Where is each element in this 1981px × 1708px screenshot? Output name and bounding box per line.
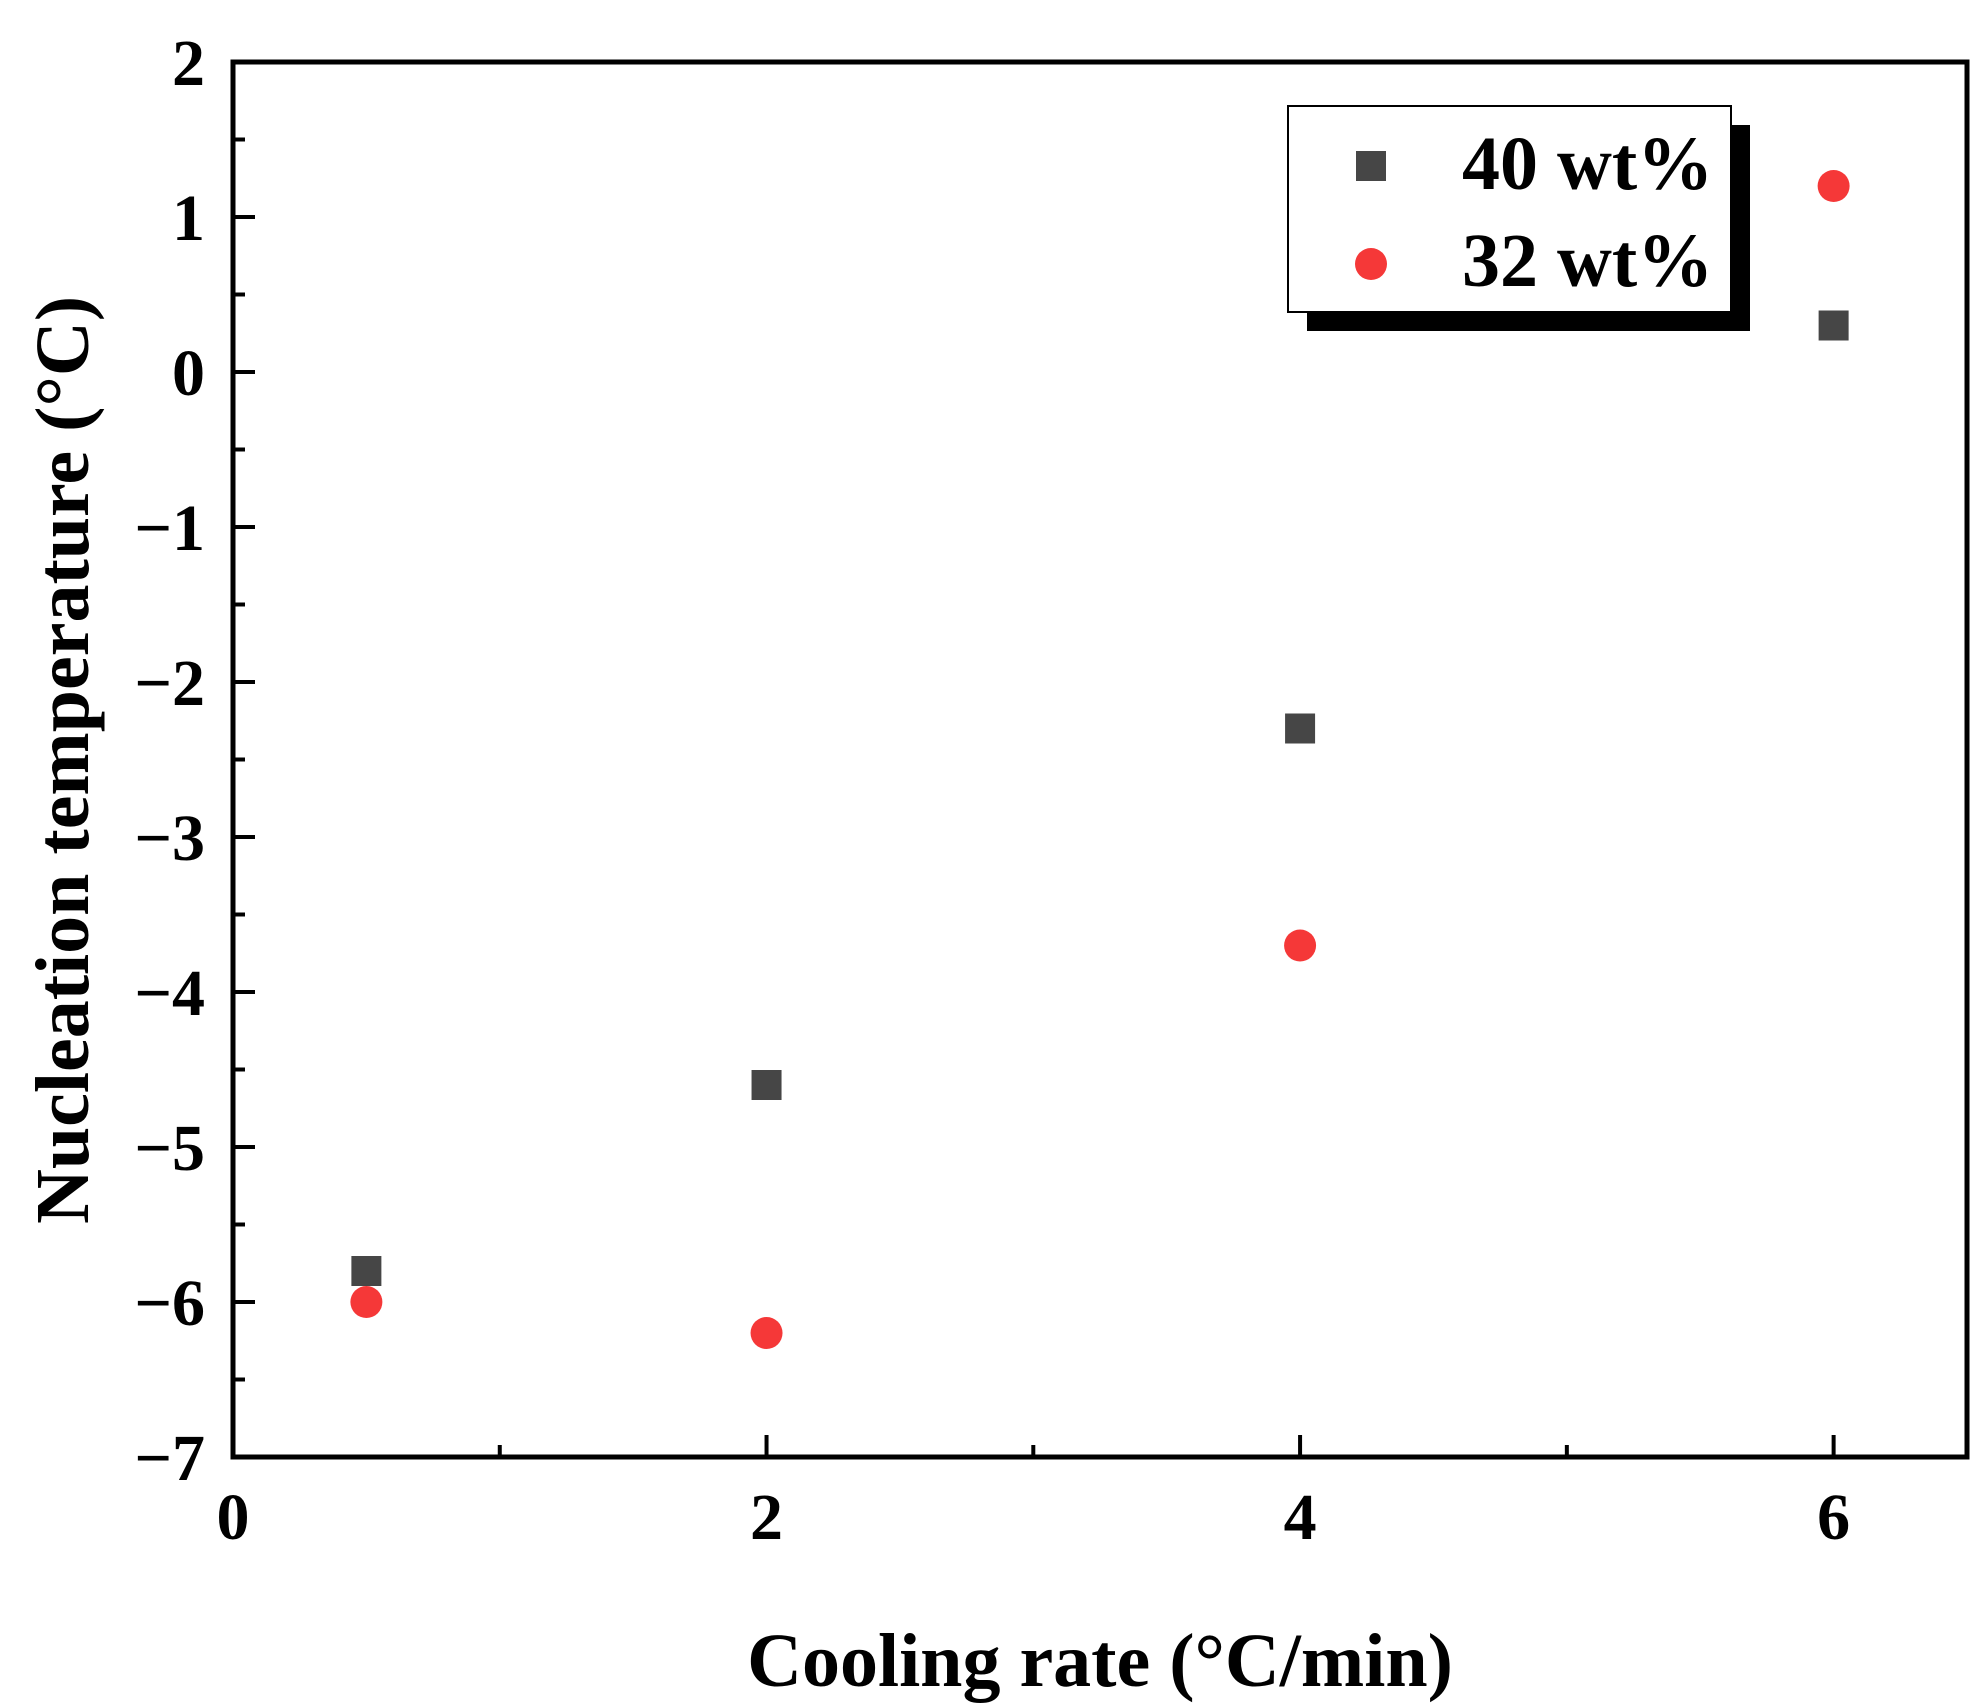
legend-label-32wt: 32 wt%	[1462, 219, 1713, 303]
data-point-40wt	[351, 1256, 382, 1286]
y-axis-title: Nucleation temperature (°C)	[21, 296, 105, 1224]
legend-marker-32wt	[1355, 248, 1387, 280]
y-tick-label: 0	[172, 337, 205, 410]
y-tick-label: −4	[134, 957, 205, 1030]
data-point-40wt	[1818, 310, 1849, 341]
data-point-32wt	[1284, 929, 1317, 962]
x-axis-title: Cooling rate (°C/min)	[747, 1619, 1453, 1703]
y-tick-label: −7	[134, 1422, 205, 1495]
legend-box	[1287, 105, 1732, 313]
data-point-32wt	[750, 1317, 783, 1349]
data-point-40wt	[751, 1070, 782, 1100]
plot-frame	[230, 59, 1970, 1460]
y-tick-label: −2	[134, 647, 205, 720]
y-tick-label: −1	[134, 492, 205, 565]
data-point-32wt	[350, 1286, 383, 1318]
ticks-layer: 0 2 4 6 2 1 0 −1 −2 −3 −4 −5 −6 −7	[134, 27, 1850, 1554]
y-tick-label: −5	[134, 1112, 205, 1185]
legend-label-40wt: 40 wt%	[1462, 122, 1713, 206]
x-tick-label: 6	[1817, 1481, 1850, 1554]
y-tick-label: 2	[172, 27, 205, 100]
x-tick-label: 4	[1284, 1481, 1317, 1554]
y-tick-label: 1	[172, 182, 205, 255]
legend: 40 wt% 32 wt%	[1287, 105, 1750, 331]
y-tick-label: −6	[134, 1267, 205, 1340]
legend-marker-40wt	[1356, 151, 1386, 181]
y-tick-label: −3	[134, 802, 205, 875]
points-layer	[350, 170, 1850, 1349]
x-tick-label: 2	[750, 1481, 783, 1554]
data-point-40wt	[1285, 713, 1316, 744]
x-tick-label: 0	[217, 1481, 250, 1554]
data-point-32wt	[1817, 170, 1850, 202]
